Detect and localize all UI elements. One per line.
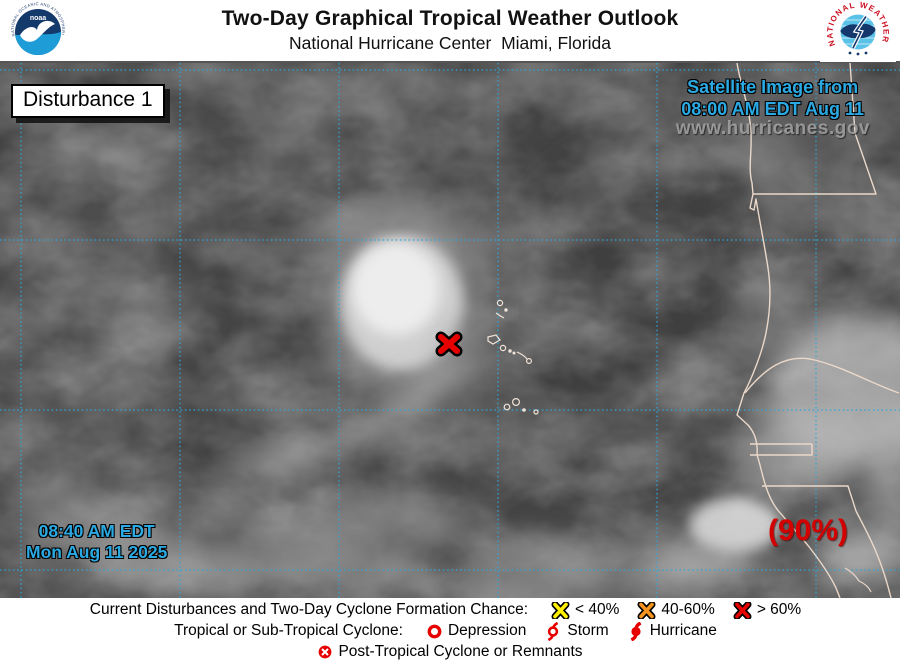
post-tropical-label: Post-Tropical Cyclone or Remnants (338, 643, 583, 660)
low-chance-x-icon (551, 601, 570, 619)
legend-item-hurricane: Hurricane (627, 621, 717, 641)
satellite-caption-line2: 08:00 AM EDT Aug 11 (681, 99, 864, 119)
legend-formation-label: Current Disturbances and Two-Day Cyclone… (89, 601, 528, 618)
nws-logo: NATIONAL WEATHER SERVICE (820, 1, 896, 62)
header-titles: Two-Day Graphical Tropical Weather Outlo… (0, 7, 900, 54)
islands-lesser-antilles (487, 299, 539, 415)
storm-icon (544, 621, 562, 641)
satellite-imagery (0, 63, 900, 598)
legend-item-depression: Depression (426, 621, 526, 641)
legend-row-cyclone-types: Tropical or Sub-Tropical Cyclone: Depres… (0, 621, 900, 641)
post-tropical-icon (317, 644, 333, 660)
medium-chance-x-icon (637, 601, 656, 619)
page-subtitle: National Hurricane Center Miami, Florida (289, 33, 611, 53)
legend-item-high-chance: > 60% (733, 600, 801, 620)
page-title: Two-Day Graphical Tropical Weather Outlo… (221, 7, 679, 30)
noaa-wordmark: noaa (30, 15, 46, 22)
legend-cyclone-label: Tropical or Sub-Tropical Cyclone: (174, 622, 403, 639)
disturbance-x-marker (435, 331, 463, 357)
legend-item-medium-chance: 40-60% (637, 600, 715, 620)
high-chance-x-icon (733, 601, 752, 619)
hurricane-icon (627, 621, 645, 641)
map-timestamp-date: Mon Aug 11 2025 (26, 542, 168, 562)
coastline-africa (736, 63, 900, 598)
legend-item-low-chance: < 40% (551, 600, 619, 620)
map-timestamp: 08:40 AM EDT Mon Aug 11 2025 (26, 521, 167, 563)
medium-chance-label: 40-60% (661, 601, 715, 618)
map-timestamp-time: 08:40 AM EDT (38, 521, 155, 541)
storm-label: Storm (567, 622, 609, 639)
legend-item-post-tropical: Post-Tropical Cyclone or Remnants (317, 642, 583, 662)
disturbance-label: Disturbance 1 (11, 84, 165, 118)
satellite-map: Disturbance 1 Satellite Image from 08:00… (0, 63, 900, 598)
legend-item-storm: Storm (544, 621, 609, 641)
legend-row-post-tropical: Post-Tropical Cyclone or Remnants (0, 642, 900, 662)
legend-row-formation-chance: Current Disturbances and Two-Day Cyclone… (0, 600, 900, 620)
depression-icon (426, 623, 443, 640)
hurricane-label: Hurricane (649, 622, 717, 639)
formation-chance-percent: (90%) (768, 514, 849, 547)
high-chance-label: > 60% (756, 601, 802, 618)
noaa-logo: NATIONAL OCEANIC AND ATMOSPHERIC ADMINIS… (8, 2, 67, 61)
low-chance-label: < 40% (575, 601, 620, 618)
hurricanes-gov-watermark: www.hurricanes.gov (675, 118, 870, 139)
header: NATIONAL OCEANIC AND ATMOSPHERIC ADMINIS… (0, 0, 900, 63)
lat-lon-gridlines (0, 63, 900, 598)
satellite-caption: Satellite Image from 08:00 AM EDT Aug 11 (681, 76, 864, 120)
satellite-caption-line1: Satellite Image from (687, 77, 859, 97)
legend: Current Disturbances and Two-Day Cyclone… (0, 598, 900, 665)
depression-label: Depression (447, 622, 527, 639)
